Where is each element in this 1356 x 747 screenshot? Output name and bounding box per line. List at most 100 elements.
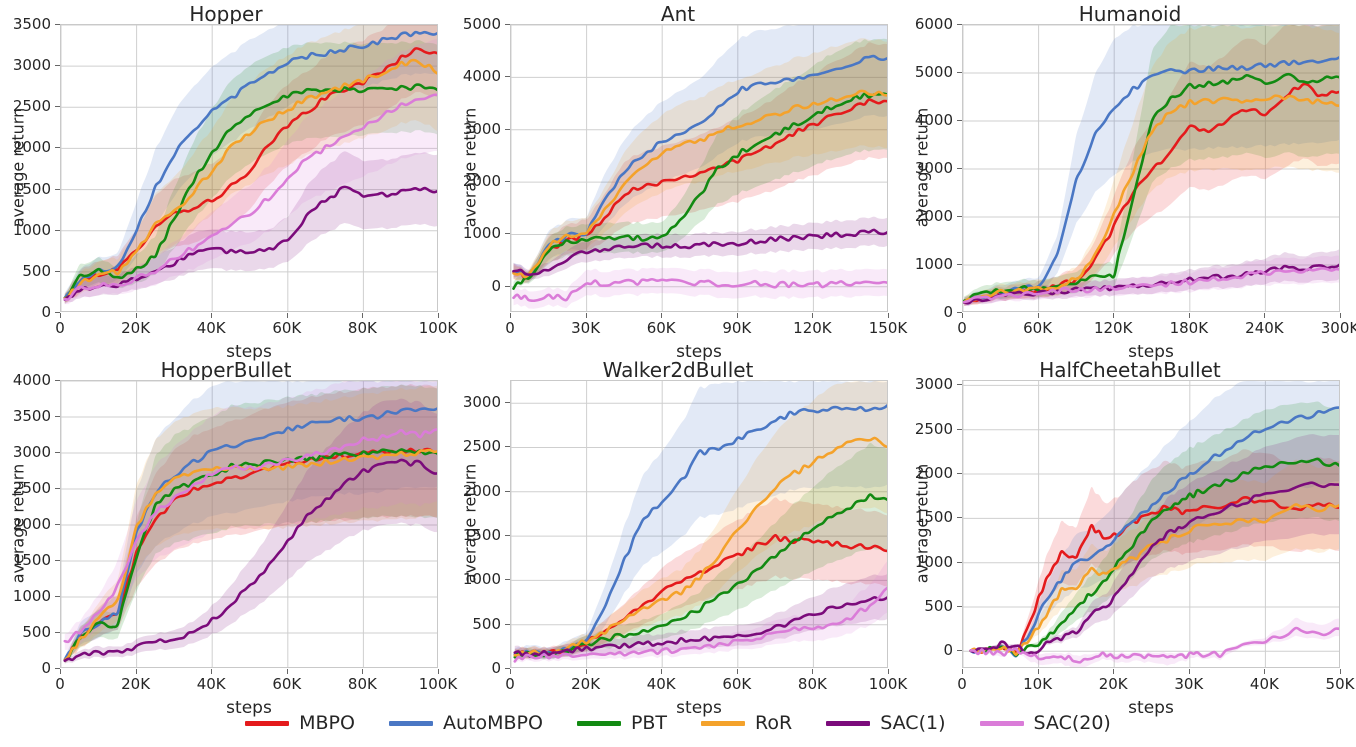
line-sac20 xyxy=(63,93,437,301)
plot-area xyxy=(510,380,888,668)
x-tick-mark xyxy=(1264,313,1266,318)
y-tick-label: 3000 xyxy=(914,159,953,177)
confidence-bands xyxy=(514,381,887,664)
figure-legend: MBPO AutoMBPO PBT RoR SAC(1) SAC(20) xyxy=(0,703,1356,743)
x-tick-mark xyxy=(286,313,288,318)
chart-panel-walker2dbullet: Walker2dBullet 0 500 1000 1500 2000 2500 3000 0 2… xyxy=(452,358,908,718)
y-tick-label: 1000 xyxy=(12,587,51,605)
series-lines xyxy=(63,30,437,301)
confidence-bands xyxy=(64,381,437,664)
y-tick-label: 3000 xyxy=(12,56,51,75)
legend-label: PBT xyxy=(630,712,668,734)
line-autombpo xyxy=(63,30,437,300)
line-ror xyxy=(63,448,437,662)
y-tick-mark xyxy=(957,168,962,169)
legend-item-pbt[interactable]: PBT xyxy=(576,712,668,734)
y-tick-mark xyxy=(55,312,60,313)
y-tick-mark xyxy=(957,264,962,265)
x-tick-mark xyxy=(888,313,889,318)
x-tick-label: 100K xyxy=(868,675,908,693)
x-tick-mark xyxy=(135,669,137,674)
x-tick-mark xyxy=(211,313,213,318)
y-tick-mark xyxy=(55,106,60,108)
x-tick-label: 0 xyxy=(957,319,967,337)
x-tick-label: 20K xyxy=(571,675,601,693)
y-tick-label: 1000 xyxy=(12,220,51,239)
x-tick-label: 0 xyxy=(957,675,967,693)
x-tick-label: 80K xyxy=(347,675,377,693)
plot-canvas xyxy=(511,25,887,311)
x-tick-mark xyxy=(888,669,889,674)
x-tick-mark xyxy=(1340,313,1341,318)
x-tick-label: 30K xyxy=(1174,675,1204,693)
y-axis-label: average return xyxy=(460,463,480,584)
band-ror xyxy=(514,381,887,661)
y-tick-mark xyxy=(55,380,60,381)
y-tick-label: 2000 xyxy=(914,464,953,483)
line-sac20 xyxy=(513,586,887,663)
x-axis-label: steps xyxy=(1128,342,1174,362)
y-tick-mark xyxy=(957,428,962,430)
band-sac20 xyxy=(64,381,437,650)
x-tick-mark xyxy=(736,669,738,674)
band-pbt xyxy=(64,40,437,303)
y-tick-label: 2500 xyxy=(914,419,953,438)
legend-label: RoR xyxy=(755,712,793,734)
band-pbt xyxy=(513,38,887,289)
band-sac20 xyxy=(513,267,887,309)
line-ror xyxy=(512,89,887,279)
line-ror xyxy=(63,58,437,300)
series-lines xyxy=(512,54,887,303)
x-tick-mark xyxy=(1188,669,1190,674)
x-tick-label: 0 xyxy=(55,319,65,337)
y-tick-label: 2000 xyxy=(462,172,501,191)
y-tick-label: 3500 xyxy=(12,15,51,33)
line-ror xyxy=(969,503,1339,656)
legend-item-ror[interactable]: RoR xyxy=(701,712,792,734)
x-tick-mark xyxy=(1340,669,1341,674)
x-tick-label: 40K xyxy=(196,675,226,693)
y-tick-label: 3000 xyxy=(914,375,953,394)
x-tick-mark xyxy=(585,313,587,318)
line-ror xyxy=(513,436,887,657)
band-mbpo xyxy=(64,25,437,303)
x-tick-label: 0 xyxy=(505,675,515,693)
x-tick-label: 50K xyxy=(1325,675,1355,693)
x-tick-mark xyxy=(1037,669,1039,674)
y-tick-mark xyxy=(957,120,962,121)
x-tick-label: 240K xyxy=(1245,319,1284,337)
x-tick-label: 180K xyxy=(1169,319,1209,337)
chart-panel-hopper: Hopper 0 500 1000 1500 2000 2500 3000 3500 0 20K 40… xyxy=(0,2,458,362)
band-sac1 xyxy=(513,216,887,280)
legend-item-sac20[interactable]: SAC(20) xyxy=(979,712,1111,734)
x-axis-label: steps xyxy=(1128,698,1174,718)
legend-item-sac1[interactable]: SAC(1) xyxy=(826,712,946,734)
y-tick-label: 500 xyxy=(22,261,51,280)
x-tick-mark xyxy=(438,669,439,674)
band-ror xyxy=(64,385,437,663)
panel-title: Ant xyxy=(660,2,696,26)
chart-panel-humanoid: Humanoid 0 1000 2000 3000 4000 5000 6000 0 60K 120… xyxy=(904,2,1356,362)
chart-panel-hopperbullet: HopperBullet 0 500 1000 1500 2000 2500 3000 3500… xyxy=(0,358,458,718)
x-tick-label: 40K xyxy=(1249,675,1279,693)
x-axis-label: steps xyxy=(676,698,722,718)
y-tick-mark xyxy=(55,524,60,525)
line-ror xyxy=(963,94,1339,304)
legend-swatch-icon xyxy=(388,720,433,726)
plot-area xyxy=(510,24,888,312)
band-sac1 xyxy=(64,398,437,664)
legend-item-mbpo[interactable]: MBPO xyxy=(245,712,355,734)
line-autombpo xyxy=(512,54,887,279)
legend-item-autombpo[interactable]: AutoMBPO xyxy=(388,712,543,734)
y-tick-mark xyxy=(55,560,60,561)
y-tick-label: 4000 xyxy=(12,371,51,389)
y-tick-mark xyxy=(505,490,510,492)
line-pbt xyxy=(512,92,887,290)
x-axis-label: steps xyxy=(676,342,722,362)
y-tick-mark xyxy=(55,596,60,597)
line-sac20 xyxy=(969,626,1339,664)
x-tick-label: 120K xyxy=(1093,319,1133,337)
y-tick-mark xyxy=(55,452,60,453)
y-tick-mark xyxy=(505,668,510,669)
